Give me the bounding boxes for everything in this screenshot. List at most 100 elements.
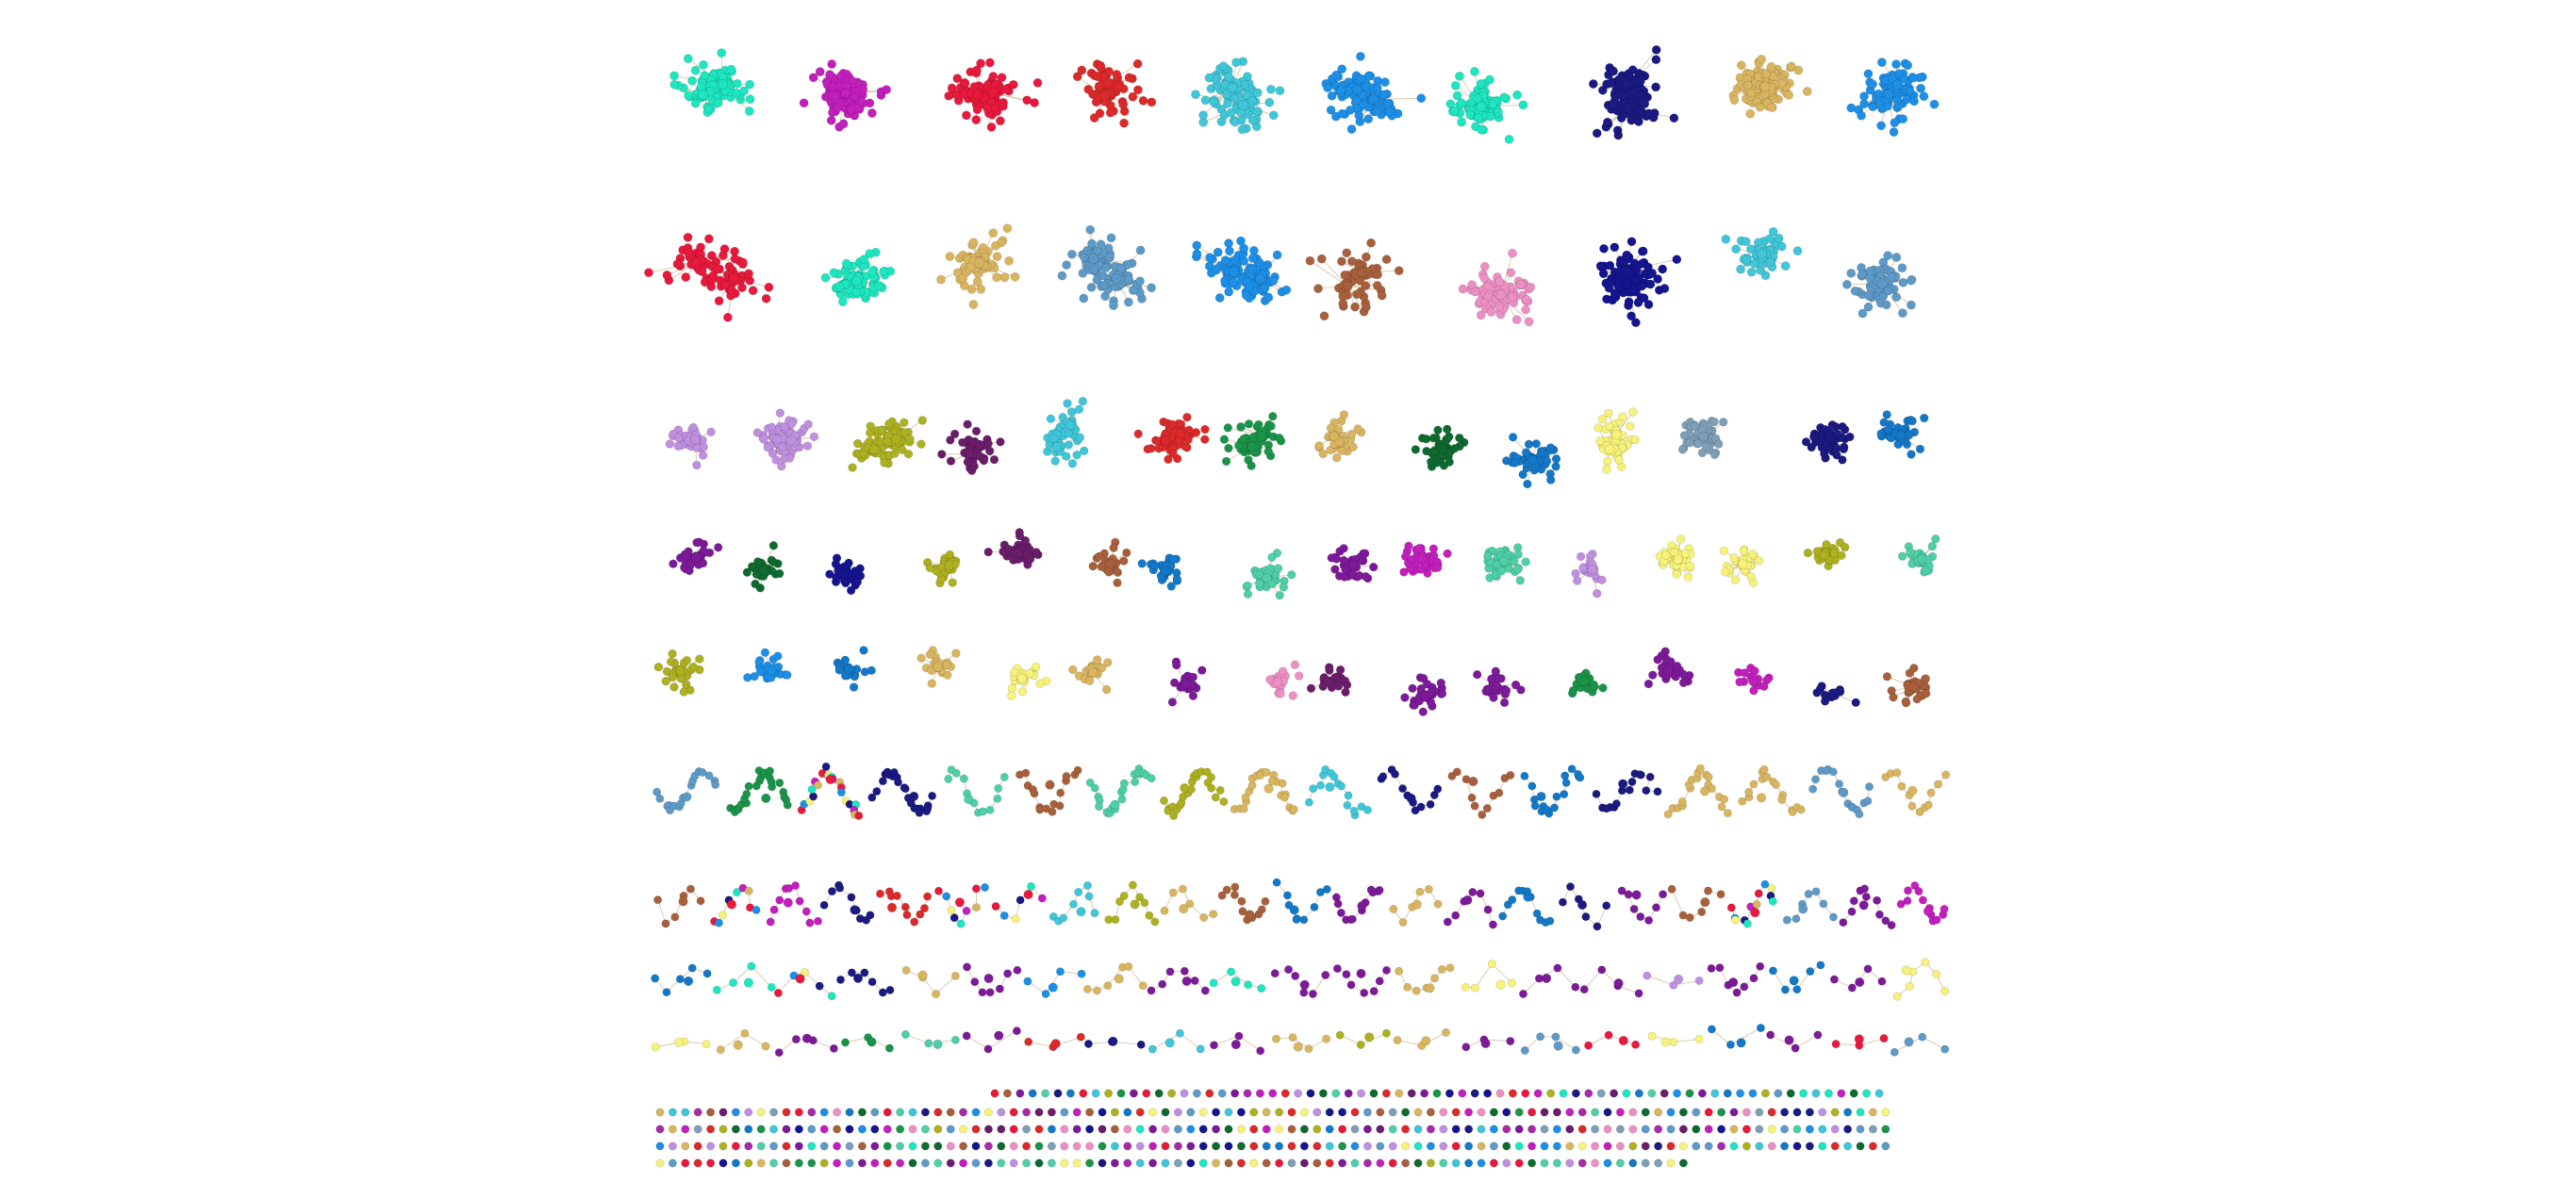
component-r1-c1-node — [733, 78, 742, 89]
component-r1-c9-node — [1746, 88, 1757, 98]
component-r1-c2-node — [827, 82, 837, 91]
component-r1-c3-node — [947, 83, 957, 93]
component-r1-c6-hub-node — [1368, 94, 1379, 106]
component-r1-c5-node — [1230, 93, 1240, 104]
component-r1-c2-node — [850, 91, 860, 102]
component-r9-c15-edge — [1555, 1036, 1577, 1051]
component-r2-c1-node — [684, 248, 694, 258]
component-r2-c3-node — [999, 272, 1010, 283]
component-r1-c10-hub-node — [1891, 79, 1903, 90]
component-r1-c5-node — [1247, 95, 1257, 106]
component-r2-c4-node — [1085, 224, 1096, 235]
component-r1-c10-node — [1863, 69, 1874, 79]
component-r1-c10-node — [1876, 121, 1886, 131]
component-r1-c7-node — [1450, 81, 1461, 90]
component-r9-c2-edge — [720, 1032, 746, 1051]
component-r1-c8-node — [1635, 76, 1645, 87]
component-r8-c7-edge — [1045, 971, 1061, 994]
component-r8-c17-edge — [1646, 975, 1675, 986]
component-r2-c1-node — [748, 286, 758, 296]
component-r1-c1-node — [690, 98, 701, 108]
component-r1-c2-node — [835, 71, 846, 81]
component-r1-c10-node — [1916, 83, 1925, 93]
component-r2-c1-node — [704, 234, 714, 244]
component-r1-c5-node — [1266, 84, 1276, 94]
component-r1-c3-node — [972, 65, 982, 75]
component-r1-c7-node — [1499, 92, 1510, 103]
component-r1-c1-hub-node — [697, 90, 708, 101]
component-r1-c10-node — [1891, 59, 1901, 69]
component-r2-c3-node — [1002, 223, 1013, 234]
component-r1-c8-node — [1608, 100, 1617, 109]
component-r1-c5-hub-node — [1227, 82, 1238, 93]
component-r2-c2-node — [867, 267, 877, 276]
component-r1-c7-node — [1504, 134, 1514, 144]
component-r1-c5-node — [1268, 110, 1279, 121]
component-r1-c3-hub-node — [987, 88, 999, 99]
component-r1-c8-node — [1613, 130, 1624, 140]
component-r2-c3-node — [936, 274, 946, 285]
component-r1-c3-node — [944, 90, 954, 101]
component-r2-c2-node — [841, 258, 851, 269]
component-r1-c6-node — [1361, 81, 1371, 91]
component-r1-c9-node — [1736, 60, 1746, 71]
component-r1-c10-node — [1859, 91, 1869, 101]
component-r8-c16-edge — [1583, 969, 1603, 990]
component-r1-c10-node — [1877, 57, 1887, 67]
component-r1-c4-node — [1096, 60, 1105, 71]
component-r1-c5-node — [1200, 95, 1211, 106]
component-r1-c6-node — [1331, 70, 1342, 80]
component-r1-c7-node — [1476, 79, 1486, 89]
component-r1-c5-node — [1230, 117, 1240, 127]
component-r2-c3-node — [966, 262, 976, 272]
component-r1-c9-node — [1767, 103, 1776, 112]
component-r1-c1-node — [703, 104, 714, 114]
component-r2-c3-node — [1004, 255, 1014, 266]
component-r1-c5-node — [1191, 90, 1200, 99]
component-r1-c6-node — [1356, 52, 1365, 61]
component-r1-c5-node — [1275, 86, 1285, 96]
component-r1-c4-node — [1132, 58, 1143, 69]
component-r1-c10-node — [1905, 86, 1915, 96]
component-r1-c5-node — [1231, 57, 1241, 68]
component-r1-c2-node — [826, 115, 836, 125]
component-r9-c21-edge — [1922, 1036, 1945, 1050]
component-r1-c10-node — [1890, 118, 1900, 128]
component-r2-c3-hub-node — [974, 257, 985, 269]
component-r2-c3-node — [991, 240, 1000, 251]
component-r2-c3-node — [1010, 271, 1020, 282]
component-r1-c2-node — [882, 85, 891, 94]
component-r1-c2-node — [815, 67, 825, 76]
component-r1-c7-node — [1457, 117, 1466, 127]
component-r1-c6-node — [1355, 117, 1365, 126]
component-r2-c3-node — [945, 252, 955, 261]
component-r1-c10-node — [1919, 91, 1929, 101]
component-r1-c3-node — [1000, 84, 1011, 94]
component-r2-c2-node — [820, 272, 831, 283]
component-r1-c7-node — [1455, 72, 1464, 81]
component-r1-c10-node — [1929, 99, 1940, 109]
component-r1-c4-node — [1124, 73, 1134, 83]
component-r1-c7-node — [1485, 111, 1495, 122]
component-r9-c19-edge — [1770, 1034, 1796, 1049]
component-r1-c1-node — [700, 71, 710, 80]
component-r2-c3-node — [988, 228, 999, 238]
component-r1-c10-node — [1909, 96, 1919, 107]
component-r2-c2-node — [879, 266, 889, 276]
component-r1-c4-hub-node — [1102, 77, 1114, 89]
component-r1-c7-node — [1457, 98, 1467, 108]
component-r1-c5-node — [1226, 107, 1236, 118]
component-r1-c7-node — [1477, 124, 1486, 135]
component-r1-c10-hub-node — [1883, 89, 1894, 100]
component-r1-c6-node — [1380, 77, 1390, 87]
component-r1-c5-node — [1204, 73, 1214, 83]
component-r1-c1-node — [687, 75, 697, 86]
component-r1-c4-node — [1138, 96, 1148, 106]
component-r2-c1-node — [644, 268, 653, 278]
component-r1-c3-node — [999, 98, 1008, 107]
component-r1-c4-node — [1093, 72, 1102, 82]
component-r9-c20-edge — [1858, 1038, 1885, 1046]
component-r1-c3-node — [972, 105, 983, 115]
component-r1-c3-node — [952, 74, 963, 84]
component-r8-c14-edge — [1475, 963, 1493, 989]
